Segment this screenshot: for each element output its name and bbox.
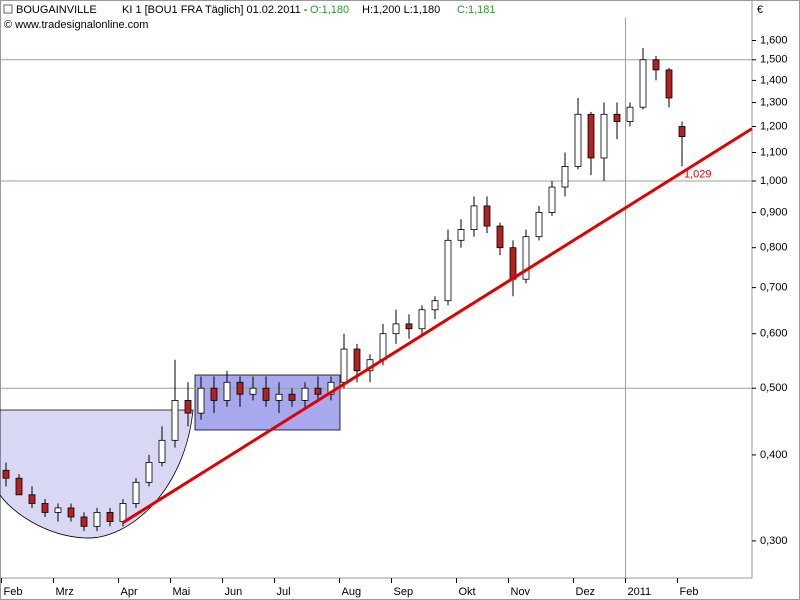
y-tick-label: 0,300 — [760, 535, 788, 547]
website-text: www.tradesignalonline.com — [14, 19, 148, 31]
candle-body — [93, 512, 101, 527]
trendline-label: 1,029 — [684, 168, 712, 180]
candle-body — [54, 507, 62, 513]
candle-body — [15, 477, 23, 496]
y-tick-label: 0,800 — [760, 242, 788, 254]
candle-body — [28, 494, 36, 504]
candle-body — [574, 113, 582, 167]
candle-body — [67, 507, 75, 518]
y-tick-label: 0,900 — [760, 206, 788, 218]
candle-body — [236, 381, 244, 395]
candle-body — [327, 381, 335, 395]
candle-body — [197, 387, 205, 414]
trendline — [122, 127, 753, 524]
candle-body — [184, 400, 192, 414]
candle-body — [275, 393, 283, 401]
open-value: O:1,180 — [310, 4, 349, 16]
candle-body — [665, 69, 673, 99]
candle-body — [106, 512, 114, 523]
candle-body — [262, 387, 270, 401]
candle-body — [288, 393, 296, 401]
y-tick-label: 1,300 — [760, 96, 788, 108]
y-tick-label: 1,500 — [760, 54, 788, 66]
x-tick-label: Aug — [342, 586, 362, 598]
candle-body — [522, 236, 530, 280]
candle-body — [314, 387, 322, 395]
candle-body — [132, 481, 140, 504]
candle-body — [158, 439, 166, 463]
candle-body — [145, 462, 153, 483]
candle-body — [301, 387, 309, 401]
candle-body — [418, 309, 426, 330]
x-tick-label: Nov — [511, 586, 531, 598]
y-tick-label: 0,600 — [760, 328, 788, 340]
x-tick-label: Feb — [680, 586, 699, 598]
candle-body — [470, 205, 478, 230]
candle-body — [483, 205, 491, 227]
candle-body — [535, 212, 543, 238]
candle-body — [496, 225, 504, 249]
y-tick-label: 1,200 — [760, 120, 788, 132]
y-tick-label: 1,600 — [760, 34, 788, 46]
currency: € — [757, 4, 763, 16]
candle-body — [119, 503, 127, 523]
candle-body — [678, 126, 686, 138]
y-tick-label: 1,000 — [760, 175, 788, 187]
candle-body — [210, 387, 218, 401]
candle-body — [652, 59, 660, 71]
candle-body — [613, 113, 621, 122]
x-tick-label: Sep — [394, 586, 414, 598]
symbol-icon — [3, 4, 13, 14]
candle-body — [392, 323, 400, 335]
candle-body — [41, 503, 49, 513]
candle-body — [379, 333, 387, 361]
x-tick-label: Okt — [459, 586, 476, 598]
candle-body — [626, 106, 634, 122]
candle-body — [171, 400, 179, 441]
x-tick-label: Apr — [121, 586, 138, 598]
candle-body — [431, 300, 439, 311]
x-tick-label: Jun — [225, 586, 243, 598]
x-tick-label: Feb — [4, 586, 23, 598]
x-tick-label: Mrz — [56, 586, 74, 598]
symbol-name: BOUGAINVILLE — [16, 4, 97, 16]
candle-body — [561, 166, 569, 188]
candle-body — [405, 323, 413, 330]
x-tick-label: Dez — [576, 586, 596, 598]
indicator-info: KI 1 [BOU1 FRA Täglich] 01.02.2011 - — [122, 4, 308, 16]
candle-body — [249, 387, 257, 395]
candle-body — [2, 469, 10, 479]
x-tick-label: Jul — [277, 586, 291, 598]
y-tick-label: 1,400 — [760, 74, 788, 86]
candle-body — [340, 348, 348, 383]
candle-body — [444, 239, 452, 302]
candle-body — [587, 113, 595, 159]
candle-body — [600, 113, 608, 159]
x-tick-label: 2011 — [628, 586, 652, 598]
y-tick-label: 1,100 — [760, 146, 788, 158]
candle-body — [548, 186, 556, 213]
candle-body — [509, 247, 517, 280]
y-tick-label: 0,500 — [760, 382, 788, 394]
candle-body — [639, 59, 647, 108]
candle-body — [223, 381, 231, 401]
website: © www.tradesignalonline.com — [4, 19, 148, 31]
y-tick-label: 0,400 — [760, 449, 788, 461]
close-value: C:1,181 — [457, 4, 496, 16]
y-tick-label: 0,700 — [760, 282, 788, 294]
candle-body — [353, 348, 361, 372]
x-tick-label: Mai — [173, 586, 191, 598]
candle-body — [80, 516, 88, 527]
candle-body — [457, 229, 465, 241]
high-low-value: H:1,200 L:1,180 — [362, 4, 440, 16]
